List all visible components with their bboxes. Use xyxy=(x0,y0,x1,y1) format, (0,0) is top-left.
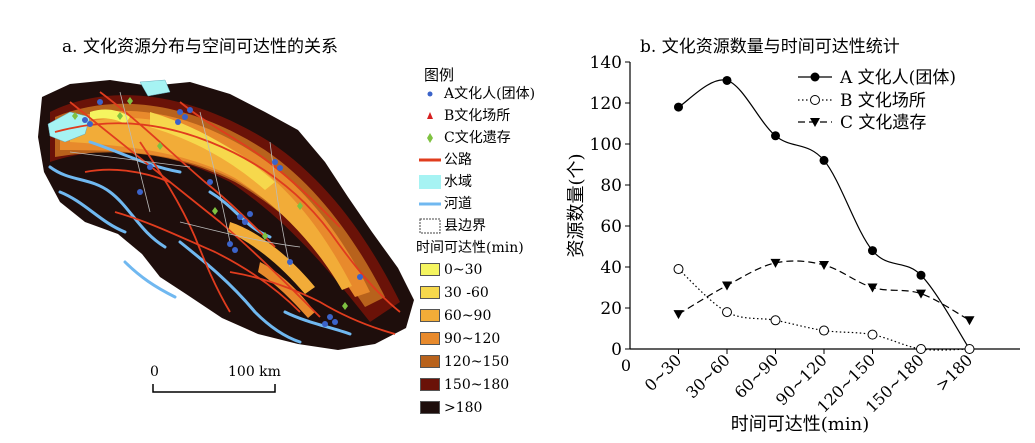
data-point-series-2 xyxy=(673,264,684,275)
red-triangle-icon xyxy=(427,112,433,119)
data-point-series-1 xyxy=(868,246,877,256)
data-point-series-1 xyxy=(771,131,780,141)
legend-marker-3 xyxy=(810,118,820,127)
rivers xyxy=(48,140,352,344)
y-tick-label: 0 xyxy=(611,340,622,360)
x-origin-label: 0 xyxy=(621,356,631,375)
data-point-series-1 xyxy=(722,75,732,85)
y-tick-label: 120 xyxy=(590,94,622,114)
scale-bar xyxy=(152,384,276,393)
legend-label-3: C 文化遗存 xyxy=(840,113,926,133)
class-swatch xyxy=(420,401,440,414)
legend-marker-1 xyxy=(810,72,820,82)
chart-title: b. 文化资源数量与时间可达性统计 xyxy=(640,37,900,57)
data-point-series-3 xyxy=(722,281,732,291)
data-point-series-1 xyxy=(819,155,829,165)
green-diamond-icon xyxy=(427,133,433,143)
legend-label-2: B 文化场所 xyxy=(840,91,926,111)
county-boundaries xyxy=(69,91,301,268)
y-tick-label: 100 xyxy=(590,135,622,155)
map-legend: 图例 A文化人(团体) B文化场所 C文化遗存 公路 水域 河道 县边界 时间可… xyxy=(416,66,536,416)
blue-dot-icon xyxy=(427,91,433,97)
roads xyxy=(54,91,401,335)
legend-marker-2 xyxy=(810,95,820,105)
y-tick-label: 60 xyxy=(600,217,622,237)
class-swatch xyxy=(420,309,440,322)
county-boundary-icon xyxy=(419,218,441,234)
data-point-series-2 xyxy=(722,307,732,318)
data-point-series-2 xyxy=(916,344,926,354)
x-tick-label: >180 xyxy=(932,350,977,395)
road-line-icon xyxy=(419,158,441,162)
water-area-icon xyxy=(419,175,441,189)
data-point-series-3 xyxy=(673,310,684,320)
water-bodies xyxy=(47,79,171,143)
data-point-series-2 xyxy=(770,315,781,326)
data-point-series-2 xyxy=(819,325,829,336)
scale-start-label: 0 xyxy=(150,364,159,380)
x-tick-label: 0~30 xyxy=(641,350,686,395)
y-tick-label: 40 xyxy=(600,258,622,278)
culture-points-c xyxy=(72,97,348,310)
accessibility-map xyxy=(38,79,414,350)
data-point-series-3 xyxy=(916,289,926,299)
data-point-series-1 xyxy=(916,270,926,280)
y-tick-label: 20 xyxy=(600,299,622,319)
y-tick-label: 80 xyxy=(600,176,622,196)
map-title: a. 文化资源分布与空间可达性的关系 xyxy=(62,37,338,57)
class-swatch xyxy=(420,263,440,276)
x-axis-label: 时间可达性(min) xyxy=(731,414,869,435)
culture-points-a xyxy=(82,99,363,327)
data-point-series-3 xyxy=(964,316,975,326)
class-swatch xyxy=(420,378,440,391)
class-swatch xyxy=(420,286,440,299)
scale-end-label: 100 km xyxy=(228,364,281,380)
y-axis-label: 资源数量(个) xyxy=(566,153,587,257)
data-point-series-3 xyxy=(770,258,781,268)
river-line-icon xyxy=(419,202,441,206)
class-swatch xyxy=(420,355,440,368)
data-point-series-3 xyxy=(867,283,878,293)
data-point-series-2 xyxy=(964,344,975,354)
legend-label-1: A 文化人(团体) xyxy=(839,68,956,88)
class-swatch xyxy=(420,332,440,345)
data-point-series-2 xyxy=(867,329,878,340)
data-point-series-1 xyxy=(674,102,683,112)
data-point-series-3 xyxy=(819,260,829,270)
y-tick-label: 140 xyxy=(590,53,622,73)
legend-title: 图例 xyxy=(424,66,455,84)
x-tick-label: 30~60 xyxy=(682,350,734,402)
